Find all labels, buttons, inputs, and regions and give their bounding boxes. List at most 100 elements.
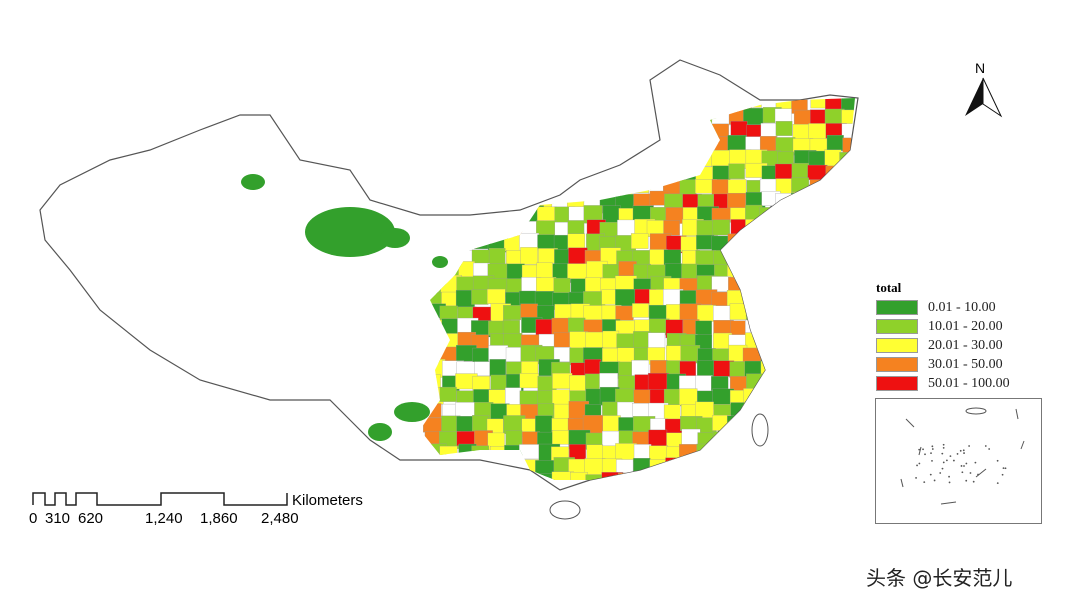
region-cell bbox=[856, 471, 873, 490]
region-cell bbox=[791, 404, 809, 424]
region-cell bbox=[425, 460, 446, 477]
region-cell bbox=[426, 150, 444, 169]
region-cell bbox=[744, 486, 762, 502]
region-cell bbox=[856, 306, 875, 323]
region-cell bbox=[777, 305, 799, 322]
region-cell bbox=[440, 474, 459, 480]
region-cell bbox=[841, 180, 855, 196]
region-cell bbox=[777, 263, 800, 282]
region-cell bbox=[505, 151, 523, 167]
region-cell bbox=[425, 193, 444, 209]
region-cell bbox=[567, 121, 588, 136]
region-cell bbox=[633, 331, 651, 349]
region-cell bbox=[807, 402, 826, 420]
region-cell bbox=[776, 430, 795, 450]
watermark: 头条 @长安范儿 bbox=[866, 566, 1013, 590]
region-cell bbox=[634, 98, 655, 113]
region-cell bbox=[762, 222, 779, 241]
region-cell bbox=[810, 291, 833, 309]
region-cell bbox=[858, 179, 875, 196]
region-cell bbox=[777, 276, 795, 293]
region-cell bbox=[520, 180, 539, 197]
region-cell bbox=[840, 164, 855, 180]
region-cell bbox=[475, 486, 493, 504]
region-cell bbox=[553, 277, 571, 296]
north-label: N bbox=[975, 60, 986, 76]
region-cell bbox=[651, 488, 668, 505]
region-cell bbox=[570, 472, 588, 480]
scale-bar bbox=[32, 492, 288, 506]
legend-swatch bbox=[876, 319, 918, 334]
region-cell bbox=[551, 109, 571, 127]
region-cell bbox=[521, 473, 539, 480]
region-cell bbox=[380, 228, 410, 248]
region-cell bbox=[570, 485, 589, 504]
region-cell bbox=[825, 192, 849, 209]
region-cell bbox=[743, 288, 762, 307]
region-cell bbox=[506, 136, 526, 152]
region-cell bbox=[791, 488, 807, 506]
region-cell bbox=[711, 488, 727, 506]
legend-item: 50.01 - 100.00 bbox=[876, 374, 1010, 393]
region-cell bbox=[777, 236, 796, 251]
region-cell bbox=[778, 387, 795, 406]
region-cell bbox=[487, 137, 509, 154]
region-cell bbox=[825, 360, 846, 377]
region-cell bbox=[553, 403, 571, 421]
region-cell bbox=[616, 459, 634, 475]
region-cell bbox=[839, 332, 855, 348]
region-cell bbox=[649, 459, 671, 476]
region-cell bbox=[440, 98, 461, 113]
region-cell bbox=[458, 193, 477, 212]
region-cell bbox=[615, 275, 637, 291]
region-cell bbox=[663, 220, 680, 236]
region-cell bbox=[472, 347, 489, 364]
region-cell bbox=[793, 332, 812, 351]
region-cell bbox=[551, 137, 571, 157]
region-cell bbox=[536, 220, 557, 237]
region-cell bbox=[442, 123, 461, 140]
region-cell bbox=[777, 333, 796, 352]
region-cell bbox=[809, 458, 831, 474]
region-cell bbox=[456, 136, 478, 155]
region-cell bbox=[841, 250, 855, 270]
region-cell bbox=[570, 137, 592, 155]
region-cell bbox=[823, 346, 842, 366]
scale-tick: 1,240 bbox=[145, 510, 183, 527]
region-cell bbox=[600, 98, 619, 111]
region-cell bbox=[567, 263, 589, 280]
region-cell bbox=[839, 194, 855, 212]
legend-swatch bbox=[876, 376, 918, 391]
region-cell bbox=[842, 459, 855, 476]
region-cell bbox=[775, 362, 795, 378]
region-cell bbox=[842, 277, 855, 294]
region-cell bbox=[473, 98, 495, 110]
region-cell bbox=[505, 387, 522, 407]
region-cell bbox=[584, 98, 607, 113]
region-cell bbox=[648, 429, 668, 447]
region-cell bbox=[490, 486, 512, 502]
region-cell bbox=[727, 233, 750, 253]
region-cell bbox=[457, 98, 476, 113]
region-cell bbox=[506, 110, 527, 130]
region-cell bbox=[760, 260, 782, 277]
region-cell bbox=[824, 149, 842, 168]
region-cell bbox=[488, 109, 508, 126]
legend-swatch bbox=[876, 300, 918, 315]
region-cell bbox=[616, 98, 635, 115]
region-cell bbox=[535, 177, 552, 195]
region-cell bbox=[712, 219, 730, 236]
region-cell bbox=[537, 234, 555, 250]
region-cell bbox=[712, 431, 733, 448]
region-cell bbox=[823, 208, 842, 224]
scale-tick: 310 bbox=[45, 510, 71, 527]
region-cell bbox=[745, 303, 764, 320]
region-cell bbox=[506, 164, 525, 184]
region-cell bbox=[759, 304, 777, 322]
region-cell bbox=[521, 124, 539, 141]
region-cell bbox=[776, 220, 798, 240]
region-cell bbox=[761, 234, 780, 251]
region-cell bbox=[520, 487, 540, 504]
region-cell bbox=[241, 174, 265, 190]
